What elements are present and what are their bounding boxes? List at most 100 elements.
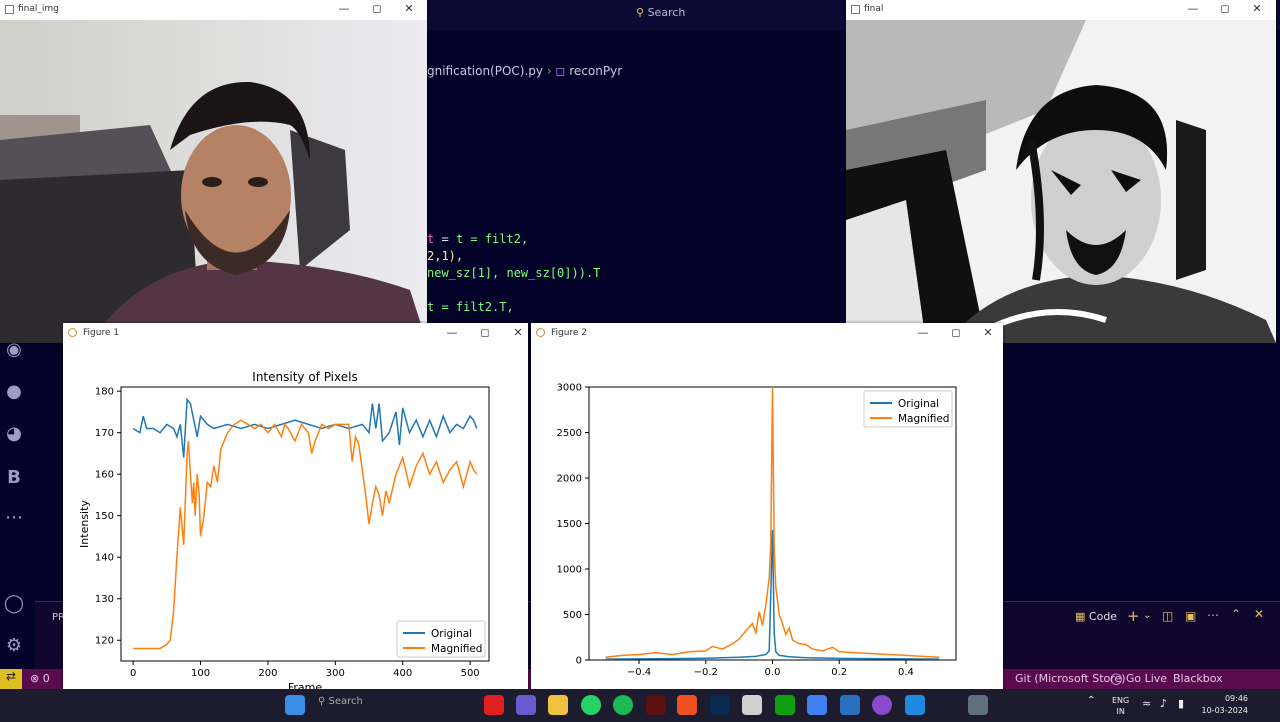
close-icon[interactable]: ✕ [983, 326, 993, 339]
series-line-magnified [605, 387, 940, 659]
volume-icon[interactable]: ♪ [1160, 697, 1168, 710]
webcam-frame [0, 20, 427, 343]
breadcrumb-symbol[interactable]: reconPyr [569, 64, 623, 78]
python-window-icon[interactable] [968, 695, 988, 715]
remote-icon[interactable]: ⇄ [0, 669, 22, 689]
terminal-icon: ▦ [1075, 610, 1086, 623]
youtube-icon[interactable] [484, 695, 504, 715]
status-git[interactable]: Git (Microsoft Store) [1015, 672, 1126, 685]
x-tick-label: 300 [326, 668, 345, 679]
github-desktop-icon[interactable] [872, 695, 892, 715]
legend-label: Magnified [898, 413, 949, 425]
split-icon[interactable]: ◫ [1162, 609, 1174, 623]
vscode-icon[interactable] [905, 695, 925, 715]
blackbox-icon[interactable]: B [7, 467, 21, 488]
chat-icon[interactable]: ● [6, 381, 22, 402]
y-tick-label: 2500 [557, 428, 582, 439]
terminal-code-button[interactable]: ▦ Code [1075, 610, 1117, 623]
intensity-chart: 0 100 200 300 400 500 120 130 140 150 160 170 180 Int… [78, 370, 490, 694]
activity-bar: ◉ ● ◕ B ⋯ ◯ ⚙ [0, 330, 30, 670]
window-icon [5, 5, 14, 14]
y-axis-label: Intensity [78, 500, 91, 548]
chevron-up-icon[interactable]: ⌃ [1231, 607, 1242, 621]
battery-icon[interactable]: ▮ [1178, 697, 1185, 710]
matplotlib-icon [536, 328, 545, 337]
brave-icon[interactable] [677, 695, 697, 715]
y-tick-label: 2000 [557, 474, 582, 485]
final-img-window: final_img — ◻ ✕ [0, 0, 427, 343]
x-tick-label: 0.4 [898, 667, 914, 678]
x-tick-label: −0.4 [627, 667, 651, 678]
maximize-icon[interactable]: ◻ [1220, 2, 1230, 15]
chart-title: Intensity of Pixels [252, 370, 357, 384]
taskbar-search-label: Search [328, 696, 363, 707]
y-tick-label: 120 [95, 636, 114, 647]
series-line-original [132, 397, 478, 458]
illustrator-icon[interactable] [646, 695, 666, 715]
code-line-5: t = filt2.T, [427, 300, 514, 314]
y-tick-label: 150 [95, 511, 114, 522]
x-tick-label: 0.0 [765, 667, 781, 678]
minimize-icon[interactable]: — [446, 326, 458, 339]
chevron-right-icon: › [546, 64, 556, 78]
clock[interactable]: 09:46 10-03-2024 [1200, 693, 1249, 717]
breadcrumb: gnification(POC).py › ◻ reconPyr [427, 64, 622, 78]
maximize-icon[interactable]: ◻ [951, 326, 961, 339]
series-line-magnified [133, 419, 478, 650]
close-icon[interactable]: ✕ [1252, 2, 1262, 15]
tray-chevron-icon[interactable]: ⌃ [1087, 695, 1096, 706]
maximize-icon[interactable]: ◻ [372, 2, 382, 15]
notepad-icon[interactable] [807, 695, 827, 715]
vscode-search-box[interactable]: ⚲ Search [636, 6, 846, 24]
minimize-icon[interactable]: — [338, 2, 350, 15]
window-title: Figure 2 [551, 328, 588, 338]
x-tick-label: 0 [130, 668, 136, 679]
notion-icon[interactable] [742, 695, 762, 715]
minimize-icon[interactable]: — [917, 326, 929, 339]
app-window-icon[interactable] [840, 695, 860, 715]
close-icon[interactable]: ✕ [1254, 607, 1265, 621]
status-blackbox[interactable]: Blackbox [1173, 672, 1223, 685]
wifi-icon[interactable]: ≈ [1142, 697, 1152, 710]
photoshop-icon[interactable] [710, 695, 730, 715]
chevron-down-icon[interactable]: ⌄ [1143, 610, 1152, 621]
language-indicator[interactable]: ENG IN [1112, 695, 1129, 717]
plus-icon[interactable]: + [1127, 607, 1140, 625]
cube-icon: ◻ [555, 64, 566, 78]
more-icon[interactable]: ⋯ [1207, 608, 1219, 622]
status-go-live-label: Go Live [1125, 672, 1168, 685]
taskbar-search[interactable]: ⚲ Search [318, 696, 448, 716]
docker-icon[interactable]: ◕ [6, 423, 22, 444]
account-icon[interactable]: ◯ [3, 593, 25, 614]
search-icon: ⚲ [636, 6, 645, 19]
close-icon[interactable]: ✕ [513, 326, 523, 339]
trash-icon[interactable]: ▣ [1185, 609, 1197, 623]
y-tick-label: 160 [95, 470, 114, 481]
github-icon[interactable]: ◉ [6, 339, 22, 360]
breadcrumb-file[interactable]: gnification(POC).py [427, 64, 544, 78]
figure-1-window: Figure 1 — ◻ ✕ 0 100 200 300 400 500 120 130 140… [63, 323, 528, 722]
whatsapp-icon[interactable] [581, 695, 601, 715]
window-icon [851, 5, 860, 14]
panel-tab-label[interactable]: PR [52, 612, 65, 623]
start-icon[interactable] [285, 695, 305, 715]
spotify-icon[interactable] [613, 695, 633, 715]
y-tick-label: 180 [95, 387, 114, 398]
status-go-live[interactable]: ◯ Go Live [1110, 672, 1168, 685]
magnified-frame [846, 20, 1276, 343]
legend-label: Magnified [431, 643, 482, 655]
gear-icon[interactable]: ⚙ [5, 635, 23, 656]
frequency-chart: −0.4 −0.2 0.0 0.2 0.4 0 500 1000 1500 2000 2500 300… [557, 383, 957, 678]
close-icon[interactable]: ✕ [404, 2, 414, 15]
status-errors[interactable]: ⊗ 0 [30, 672, 50, 685]
window-titlebar: final — ◻ ✕ [846, 0, 1276, 20]
app-icon[interactable] [516, 695, 536, 715]
more-icon[interactable]: ⋯ [5, 507, 23, 528]
y-tick-label: 1000 [557, 565, 582, 576]
y-tick-label: 1500 [557, 519, 582, 530]
lang-label: ENG [1112, 696, 1130, 705]
minimize-icon[interactable]: — [1187, 2, 1199, 15]
xbox-icon[interactable] [775, 695, 795, 715]
file-explorer-icon[interactable] [548, 695, 568, 715]
maximize-icon[interactable]: ◻ [480, 326, 490, 339]
